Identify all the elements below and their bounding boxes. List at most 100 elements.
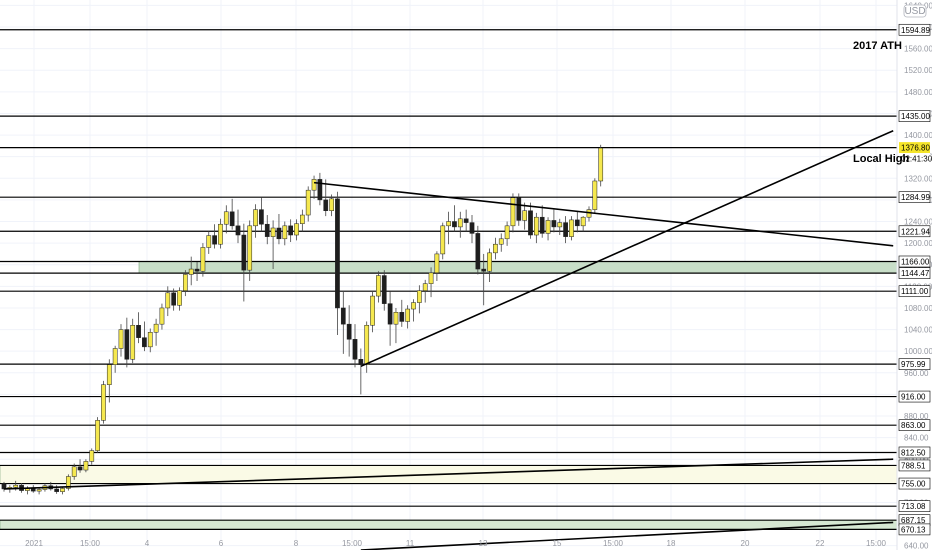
candle-up — [305, 189, 311, 216]
level-price-box — [899, 142, 930, 154]
level-price-label: 863.00 — [901, 421, 926, 430]
candle-up — [498, 238, 504, 245]
candle-up — [493, 243, 498, 254]
candle-down — [469, 222, 475, 234]
candle-down — [387, 303, 393, 325]
time-tick-label: 11 — [406, 539, 415, 548]
candle-down — [551, 220, 557, 228]
candle-up — [534, 216, 539, 236]
candle-down — [229, 211, 235, 227]
candle-up — [89, 450, 95, 462]
trendline[interactable] — [360, 130, 894, 368]
candle-down — [452, 221, 457, 228]
time-tick-label: 22 — [816, 539, 825, 548]
candle-up — [83, 461, 89, 471]
countdown-label: 02:41:30 — [901, 155, 932, 164]
currency-badge[interactable] — [903, 4, 927, 18]
price-tick-label: 640.00 — [904, 542, 929, 550]
candle-up — [188, 268, 194, 275]
level-price-label: 812.50 — [901, 448, 926, 457]
candle-up — [598, 147, 604, 182]
candle-down — [317, 179, 323, 201]
currency-label: USD — [904, 6, 925, 17]
candle-down — [259, 209, 264, 225]
trendline[interactable] — [313, 181, 894, 247]
price-tick-label: 960.00 — [904, 369, 929, 378]
candle-up — [487, 252, 492, 272]
candle-up — [364, 324, 370, 365]
candle-up — [329, 198, 334, 211]
candle-up — [200, 247, 206, 272]
candle-up — [247, 225, 253, 271]
candle-up — [405, 308, 410, 322]
candle-up — [282, 225, 288, 240]
candle-up — [118, 329, 124, 349]
candle-up — [569, 219, 574, 237]
candle-up — [446, 221, 451, 227]
candle-up — [580, 216, 586, 227]
candle-down — [288, 225, 293, 236]
candle-up — [147, 332, 153, 348]
time-tick-label: 6 — [219, 539, 224, 548]
level-price-box — [898, 390, 931, 403]
level-price-label: 713.08 — [901, 502, 926, 511]
level-price-box — [898, 523, 931, 536]
candle-down — [241, 234, 247, 271]
candle-down — [563, 222, 568, 237]
candle-up — [300, 214, 305, 224]
time-tick-label: 18 — [667, 539, 676, 548]
level-price-label: 670.13 — [901, 525, 926, 534]
candle-up — [270, 227, 276, 237]
candle-up — [165, 292, 171, 309]
level-price-label: 975.99 — [901, 360, 926, 369]
candle-down — [358, 359, 364, 365]
candle-up — [557, 222, 563, 228]
horizontal-levels[interactable] — [0, 29, 897, 530]
time-tick-label: 15:00 — [866, 539, 887, 548]
candle-down — [1, 483, 7, 490]
trendline[interactable] — [3, 458, 894, 490]
level-price-label: 1111.00 — [901, 287, 929, 296]
candle-up — [66, 476, 71, 489]
candle-up — [440, 225, 446, 255]
candle-up — [411, 302, 416, 310]
candle-up — [311, 179, 317, 191]
candle-up — [428, 272, 434, 284]
candle-down — [124, 329, 130, 360]
candle-up — [376, 275, 381, 297]
candle-down — [335, 198, 340, 309]
level-price-box — [898, 459, 931, 472]
time-axis[interactable]: 2021 15:00 4 6 8 15:00 11 13 15 15:00 18 20 22 15:00 — [25, 539, 886, 548]
level-price-label: 755.00 — [901, 480, 926, 489]
candle-up — [253, 209, 258, 227]
candle-up — [223, 211, 229, 225]
candle-down — [77, 466, 83, 471]
candle-down — [381, 275, 387, 304]
time-tick-label: 13 — [479, 539, 488, 548]
price-tick-label: 1560.00 — [904, 45, 932, 54]
level-price-box — [898, 23, 931, 36]
candle-up — [159, 307, 165, 325]
time-tick-label: 2021 — [25, 539, 43, 548]
candle-down — [235, 225, 241, 236]
candle-up — [393, 312, 399, 325]
time-tick-label: 15 — [553, 539, 562, 548]
trendline[interactable] — [360, 521, 894, 550]
price-tick-label: 880.00 — [904, 412, 929, 421]
candle-up — [177, 290, 182, 306]
candle-up — [422, 283, 428, 291]
level-price-label: 788.51 — [901, 461, 926, 470]
price-tick-label: 1200.00 — [904, 239, 932, 248]
candle-down — [340, 307, 346, 325]
time-tick-label: 8 — [294, 539, 299, 548]
candle-down — [574, 219, 580, 227]
candle-down — [463, 218, 469, 223]
candle-up — [95, 420, 100, 451]
candle-down — [54, 488, 59, 492]
candle-down — [528, 210, 533, 236]
candle-up — [457, 218, 463, 228]
candle-up — [101, 384, 106, 421]
trendlines[interactable] — [3, 130, 894, 550]
candle-up — [294, 223, 299, 236]
